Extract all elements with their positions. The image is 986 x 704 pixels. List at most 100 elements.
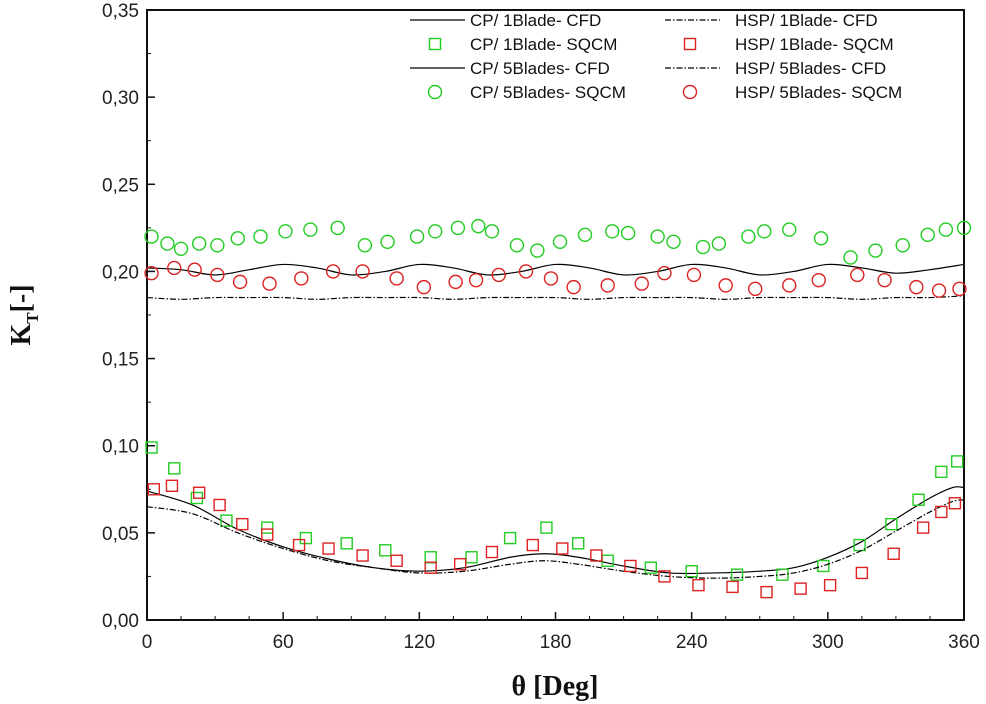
legend-label-cp-5blades-sqcm: CP/ 5Blades- SQCM	[470, 83, 626, 102]
data-point-hsp-5blades-sqcm	[686, 267, 702, 283]
y-tick-label: 0,15	[102, 350, 139, 371]
legend-marker-cp-5blades-sqcm	[427, 84, 443, 100]
data-point-cp-1blade-sqcm	[730, 568, 744, 581]
data-point-hsp-5blades-sqcm	[634, 276, 649, 291]
data-point-cp-5blades-sqcm	[484, 224, 500, 239]
data-point-hsp-1blade-sqcm	[624, 559, 637, 573]
data-point-cp-5blades-sqcm	[303, 222, 318, 237]
y-axis-title-sub: T	[23, 312, 42, 324]
data-point-hsp-5blades-sqcm	[657, 265, 672, 281]
data-point-cp-5blades-sqcm	[868, 243, 883, 258]
data-point-hsp-5blades-sqcm	[448, 274, 463, 290]
data-point-cp-1blade-sqcm	[261, 521, 274, 534]
data-point-cp-5blades-sqcm	[471, 218, 486, 234]
data-point-cp-1blade-sqcm	[299, 531, 313, 545]
legend-label-cp-1blade-cfd: CP/ 1Blade- CFD	[470, 11, 601, 30]
data-point-hsp-5blades-sqcm	[232, 274, 248, 290]
data-point-cp-5blades-sqcm	[711, 236, 727, 251]
y-tick-label: 0,10	[102, 437, 139, 458]
data-point-hsp-1blade-sqcm	[485, 545, 499, 559]
data-point-hsp-1blade-sqcm	[855, 566, 869, 580]
data-point-hsp-1blade-sqcm	[948, 497, 962, 510]
data-point-hsp-1blade-sqcm	[261, 528, 274, 541]
data-point-cp-5blades-sqcm	[620, 225, 636, 241]
data-point-hsp-1blade-sqcm	[658, 570, 671, 583]
data-point-hsp-5blades-sqcm	[210, 267, 225, 283]
y-axis-title-main: K	[6, 324, 37, 346]
data-point-hsp-5blades-sqcm	[909, 279, 924, 295]
data-point-hsp-5blades-sqcm	[748, 281, 763, 297]
series-line-hsp-5blades-cfd	[146, 295, 965, 300]
data-point-cp-5blades-sqcm	[330, 220, 345, 236]
data-point-cp-5blades-sqcm	[577, 227, 593, 243]
data-point-hsp-5blades-sqcm	[718, 278, 733, 293]
data-point-hsp-1blade-sqcm	[322, 542, 335, 555]
legend-label-hsp-1blade-sqcm: HSP/ 1Blade- SQCM	[735, 35, 894, 54]
x-tick-label: 180	[540, 632, 572, 653]
data-point-cp-5blades-sqcm	[895, 238, 910, 253]
x-tick-label: 360	[948, 632, 980, 653]
series-line-cp-5blades-cfd	[146, 263, 965, 276]
data-point-hsp-5blades-sqcm	[543, 271, 559, 286]
data-point-hsp-1blade-sqcm	[356, 549, 369, 562]
data-point-cp-5blades-sqcm	[210, 238, 225, 253]
data-point-hsp-5blades-sqcm	[931, 283, 947, 298]
data-point-cp-1blade-sqcm	[379, 544, 392, 557]
data-point-cp-1blade-sqcm	[912, 493, 925, 506]
y-tick-label: 0,00	[102, 611, 139, 632]
data-point-cp-1blade-sqcm	[935, 465, 948, 479]
data-point-cp-5blades-sqcm	[380, 234, 395, 250]
data-point-hsp-5blades-sqcm	[566, 279, 581, 295]
data-point-cp-5blades-sqcm	[278, 224, 293, 239]
data-point-hsp-1blade-sqcm	[236, 517, 249, 531]
legend: CP/ 1Blade- CFD CP/ 1Blade- SQCM CP/ 5Blad…	[410, 11, 902, 102]
data-point-hsp-5blades-sqcm	[491, 267, 506, 283]
data-point-hsp-1blade-sqcm	[192, 486, 206, 499]
data-point-cp-1blade-sqcm	[340, 537, 353, 550]
data-point-hsp-1blade-sqcm	[935, 505, 948, 519]
data-point-hsp-1blade-sqcm	[556, 542, 569, 555]
data-point-cp-5blades-sqcm	[530, 243, 545, 258]
legend-label-hsp-1blade-cfd: HSP/ 1Blade- CFD	[735, 11, 878, 30]
data-point-cp-1blade-sqcm	[145, 441, 158, 454]
y-tick-label: 0,25	[102, 175, 139, 196]
data-point-cp-5blades-sqcm	[409, 229, 425, 244]
series-line-cp-1blade-cfd	[146, 486, 965, 575]
data-point-cp-1blade-sqcm	[950, 455, 964, 468]
data-point-cp-5blades-sqcm	[230, 231, 245, 246]
data-point-cp-5blades-sqcm	[144, 229, 159, 244]
data-point-cp-5blades-sqcm	[938, 222, 954, 237]
data-point-cp-5blades-sqcm	[357, 238, 373, 253]
data-point-hsp-1blade-sqcm	[726, 580, 739, 594]
data-point-cp-5blades-sqcm	[253, 229, 268, 244]
data-point-cp-5blades-sqcm	[757, 224, 772, 239]
data-point-hsp-5blades-sqcm	[877, 272, 892, 288]
data-point-hsp-5blades-sqcm	[389, 271, 404, 286]
data-point-cp-5blades-sqcm	[509, 238, 525, 253]
data-point-cp-5blades-sqcm	[741, 229, 756, 244]
data-point-hsp-1blade-sqcm	[292, 538, 306, 552]
data-point-hsp-5blades-sqcm	[518, 264, 534, 279]
data-point-cp-5blades-sqcm	[813, 231, 829, 246]
data-point-hsp-5blades-sqcm	[416, 279, 432, 295]
data-point-cp-5blades-sqcm	[666, 234, 681, 250]
data-point-hsp-5blades-sqcm	[782, 278, 797, 293]
data-point-hsp-5blades-sqcm	[167, 260, 182, 276]
y-tick-label: 0,35	[102, 1, 139, 22]
y-axis-title: KT[-]	[6, 284, 42, 345]
data-point-hsp-1blade-sqcm	[916, 521, 930, 534]
x-tick-label: 0	[142, 632, 153, 653]
data-point-hsp-1blade-sqcm	[213, 498, 226, 512]
data-point-hsp-1blade-sqcm	[590, 549, 603, 562]
data-point-hsp-5blades-sqcm	[952, 281, 967, 297]
data-point-cp-1blade-sqcm	[644, 561, 658, 574]
data-point-cp-5blades-sqcm	[956, 220, 972, 236]
data-point-hsp-1blade-sqcm	[390, 554, 403, 567]
legend-marker-cp-1blade-sqcm	[428, 37, 442, 51]
data-point-hsp-5blades-sqcm	[294, 271, 309, 286]
x-tick-label: 60	[273, 632, 294, 653]
data-point-cp-1blade-sqcm	[817, 559, 830, 573]
data-point-hsp-1blade-sqcm	[526, 538, 540, 552]
data-point-cp-1blade-sqcm	[220, 514, 233, 527]
data-point-hsp-5blades-sqcm	[187, 262, 202, 277]
